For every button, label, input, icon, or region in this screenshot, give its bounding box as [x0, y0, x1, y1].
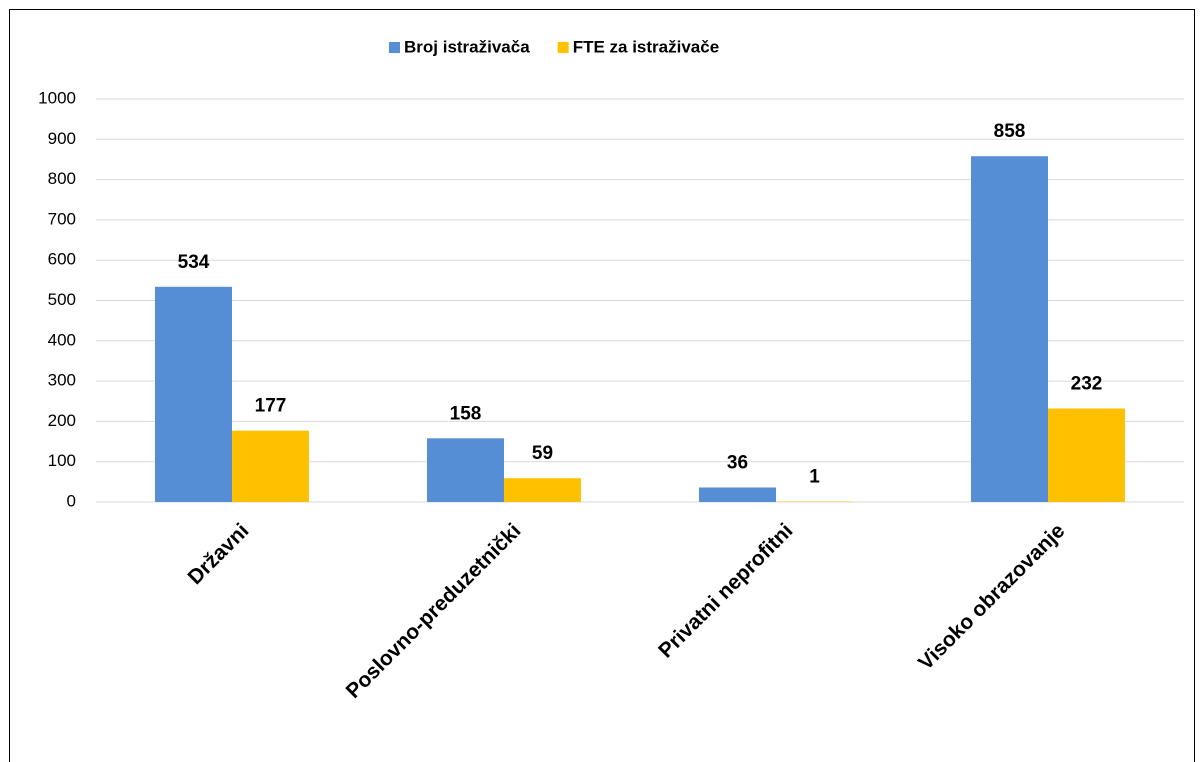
legend-label: FTE za istraživače	[573, 37, 719, 56]
y-tick-label: 500	[48, 290, 76, 309]
legend-swatch	[389, 42, 400, 53]
y-tick-label: 100	[48, 451, 76, 470]
bar	[427, 438, 504, 502]
y-tick-label: 600	[48, 250, 76, 269]
data-label: 858	[994, 121, 1026, 142]
x-tick-label: Privatni neprofitni	[654, 519, 797, 662]
y-tick-label: 400	[48, 330, 76, 349]
data-label: 177	[255, 396, 287, 417]
bar	[232, 430, 309, 502]
y-tick-label: 0	[67, 491, 76, 510]
legend-swatch	[557, 42, 569, 53]
x-tick-label: Poslovno-preduzetnički	[342, 519, 526, 703]
legend-label: Broj istraživača	[404, 37, 530, 56]
bar	[699, 487, 776, 502]
bar	[971, 156, 1048, 502]
bar	[155, 286, 232, 502]
x-tick-label: Državni	[184, 519, 254, 589]
y-tick-label: 900	[48, 129, 76, 148]
y-tick-label: 800	[48, 169, 76, 188]
y-tick-label: 300	[48, 371, 76, 390]
y-tick-label: 700	[48, 209, 76, 228]
y-tick-label: 1000	[38, 88, 76, 107]
bar	[504, 478, 581, 502]
y-tick-label: 200	[48, 411, 76, 430]
chart-border	[9, 9, 1195, 762]
data-label: 36	[727, 453, 748, 474]
x-tick-label: Visoko obrazovanje	[914, 519, 1069, 674]
data-label: 158	[450, 403, 482, 424]
bar	[1048, 408, 1125, 502]
data-label: 232	[1071, 374, 1103, 395]
data-label: 1	[809, 467, 820, 488]
data-label: 59	[532, 443, 553, 464]
data-label: 534	[178, 252, 210, 273]
